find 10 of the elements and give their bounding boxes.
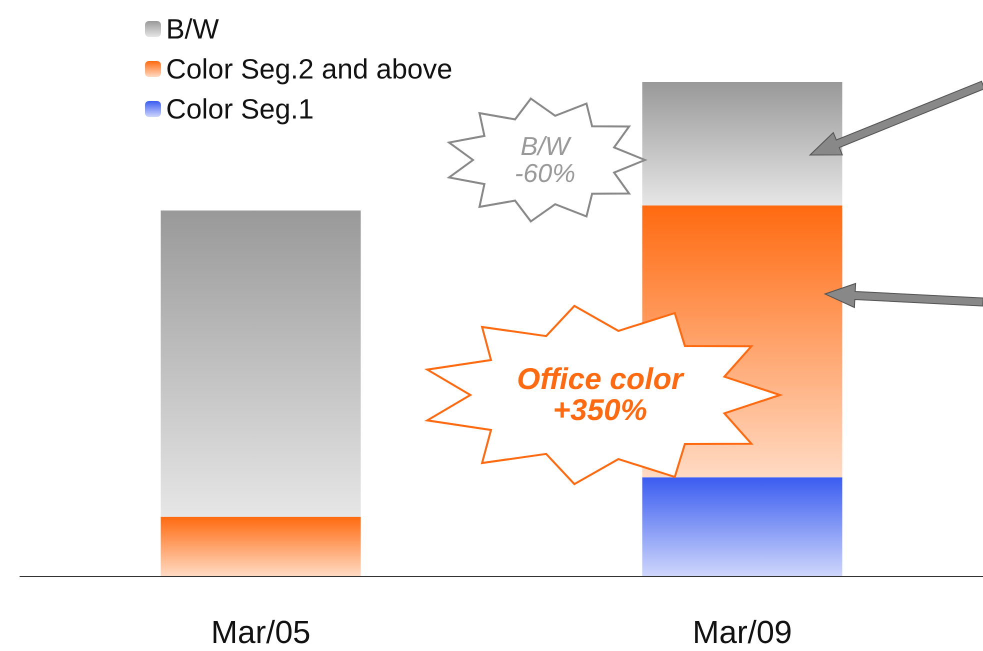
annotation: B/W -60% bbox=[514, 130, 576, 188]
legend-label: Color Seg.1 bbox=[166, 94, 314, 124]
x-tick-label: Mar/05 bbox=[210, 614, 311, 650]
bar bbox=[160, 210, 361, 517]
legend-label: B/W bbox=[166, 14, 220, 44]
bar bbox=[642, 477, 842, 576]
bar bbox=[160, 516, 361, 576]
annotation: Office color +350% bbox=[516, 362, 686, 427]
x-tick-label: Mar/09 bbox=[692, 614, 792, 650]
legend-label: Color Seg.2 and above bbox=[166, 54, 452, 84]
